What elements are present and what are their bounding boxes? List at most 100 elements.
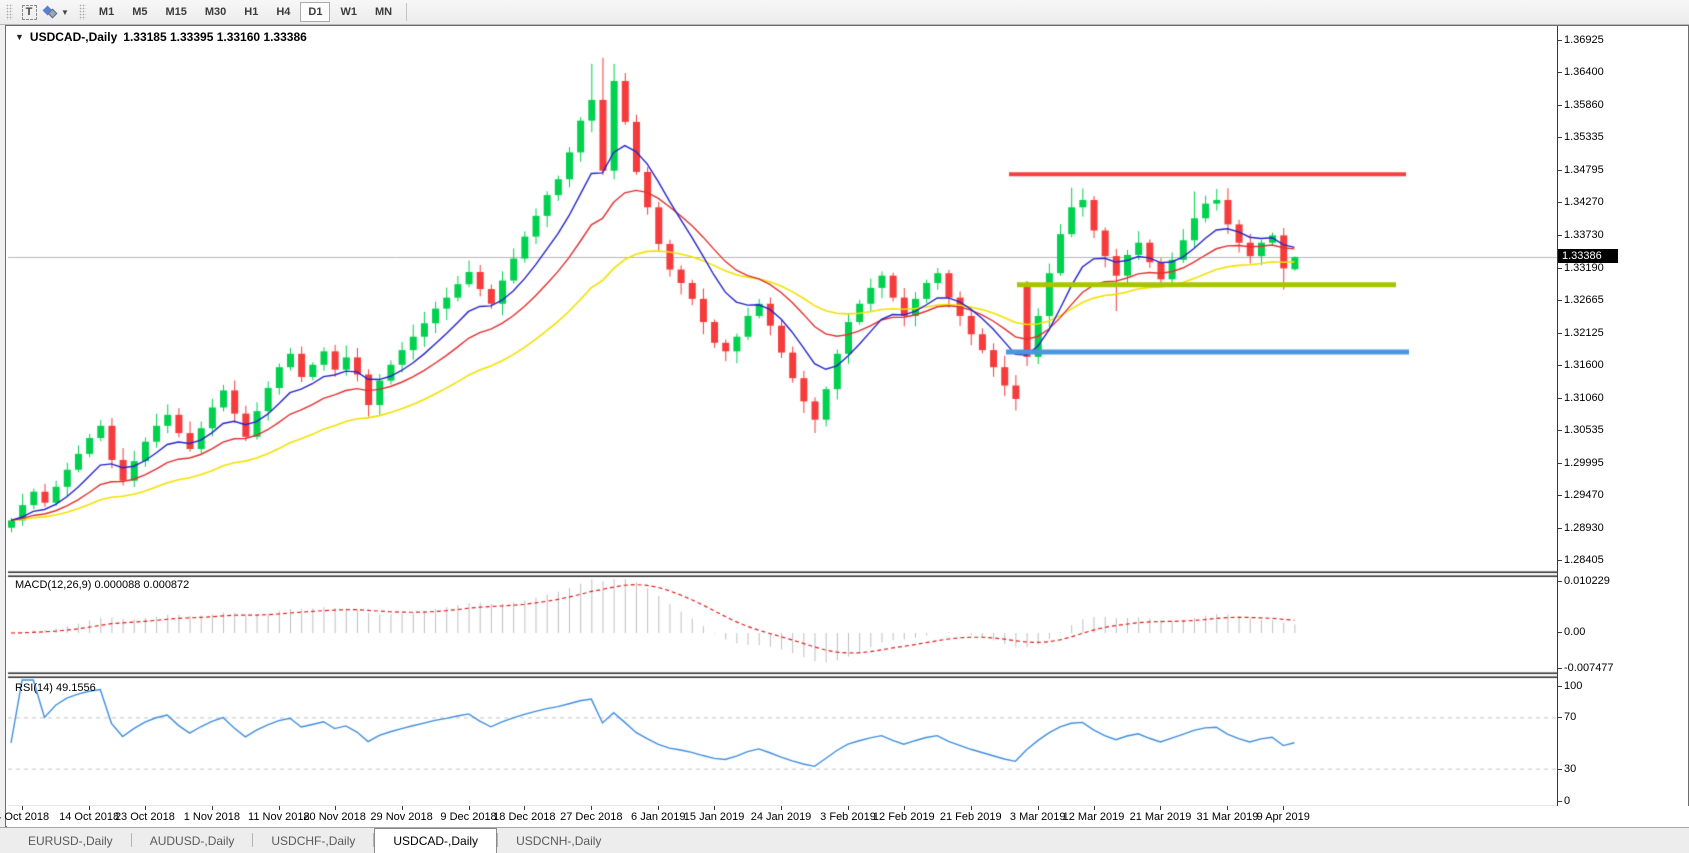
arrange-windows-button[interactable]: ▼	[42, 2, 70, 22]
timeframe-button-m1[interactable]: M1	[98, 6, 115, 18]
date-axis-label: 12 Mar 2019	[1062, 811, 1125, 823]
price-axis-tick	[1557, 462, 1562, 464]
indicator-axis-tick	[1557, 769, 1562, 770]
date-axis-label: 24 Jan 2019	[750, 811, 812, 823]
date-axis-label: 29 Nov 2018	[370, 811, 433, 823]
price-axis-tick	[1557, 104, 1562, 106]
date-axis-tick	[1037, 806, 1039, 810]
indicator-axis-label: -0.007477	[1564, 662, 1614, 674]
date-axis-label: 21 Feb 2019	[939, 811, 1002, 823]
date-axis-label: 18 Dec 2018	[493, 811, 556, 823]
date-axis-tick	[848, 806, 849, 810]
date-axis-label: 15 Jan 2019	[683, 811, 745, 823]
price-chart-canvas[interactable]	[7, 27, 1557, 807]
timeframe-button-h4[interactable]: H4	[276, 6, 291, 18]
price-axis-tick	[1557, 234, 1562, 236]
date-axis-tick	[334, 806, 336, 810]
chart-tab-usdcad[interactable]: USDCAD-,Daily	[374, 828, 498, 853]
timeframe-button-d1[interactable]: D1	[300, 2, 331, 22]
current-price-badge: 1.33386	[1558, 248, 1618, 263]
date-axis-tick	[22, 806, 24, 810]
toolbar: T ▼ M1 M5 M15 M30 H1 H4 D1 W1 MN	[0, 0, 1689, 25]
timeframe-button-mn[interactable]: MN	[374, 6, 393, 18]
price-axis-label: 1.31600	[1564, 358, 1604, 371]
price-axis-tick	[1557, 137, 1562, 139]
price-axis-tick	[1557, 267, 1562, 269]
date-axis[interactable]: 4 Oct 2018 14 Oct 2018 23 Oct 2018 1 Nov 20…	[0, 806, 1689, 827]
price-axis-label: 1.29470	[1564, 488, 1604, 501]
price-axis-label: 1.36400	[1564, 66, 1604, 79]
price-axis-tick	[1557, 559, 1562, 561]
date-axis-label: 12 Feb 2019	[872, 811, 935, 823]
price-axis-label: 1.28405	[1564, 553, 1604, 566]
chevron-down-icon: ▼	[61, 7, 69, 17]
indicator-axis-tick	[1557, 632, 1562, 633]
date-axis-label: 4 Oct 2018	[0, 811, 50, 823]
price-axis-label: 1.32125	[1564, 326, 1604, 339]
one-click-collapse-icon[interactable]: ▼	[15, 32, 24, 42]
price-axis-label: 1.33730	[1564, 228, 1604, 241]
date-axis-label: 31 Mar 2019	[1196, 811, 1259, 823]
toolbar-grip[interactable]	[6, 4, 13, 20]
date-axis-label: 23 Oct 2018	[114, 811, 175, 823]
date-axis-tick	[401, 806, 403, 810]
timeframe-button-w1[interactable]: W1	[340, 6, 357, 18]
tab-separator	[252, 833, 254, 847]
text-tool-button[interactable]: T	[18, 2, 40, 22]
date-axis-tick	[903, 806, 905, 810]
date-axis-tick	[278, 806, 280, 810]
price-axis-label: 1.36925	[1564, 34, 1604, 46]
timeframe-button-h1[interactable]: H1	[244, 6, 259, 18]
indicator-axis-label: 70	[1564, 711, 1577, 723]
price-axis-label: 1.33190	[1564, 261, 1604, 274]
price-axis-tick	[1557, 364, 1562, 366]
macd-label: MACD(12,26,9) 0.000088 0.000872	[15, 579, 190, 591]
timeframe-button-m15[interactable]: M15	[165, 6, 187, 18]
date-axis-tick	[1093, 806, 1095, 810]
timeframe-button-m5[interactable]: M5	[132, 6, 148, 18]
indicator-axis-tick	[1557, 801, 1562, 802]
price-axis-label: 1.31060	[1564, 391, 1604, 404]
chart-tab-usdcnh[interactable]: USDCNH-,Daily	[516, 834, 602, 848]
toolbar-separator	[406, 3, 408, 21]
chart-tab-audusd[interactable]: AUDUSD-,Daily	[149, 834, 235, 848]
date-axis-label: 20 Nov 2018	[303, 811, 366, 823]
date-axis-label: 9 Dec 2018	[440, 811, 497, 823]
date-axis-tick	[1283, 806, 1285, 810]
date-axis-tick	[781, 806, 783, 810]
date-axis-label: 14 Oct 2018	[59, 811, 120, 823]
price-axis-label: 1.30535	[1564, 423, 1604, 436]
price-axis-tick	[1557, 494, 1562, 496]
rsi-label: RSI(14) 49.1556	[15, 682, 96, 694]
price-axis-tick	[1557, 72, 1562, 74]
indicator-axis-tick	[1557, 717, 1562, 718]
price-axis-tick	[1557, 169, 1562, 171]
date-axis-tick	[524, 806, 526, 810]
symbol-label: USDCAD-,Daily	[29, 30, 118, 44]
indicator-axis-tick	[1557, 581, 1562, 582]
indicator-axis-tick	[1557, 668, 1562, 669]
price-axis-label: 1.35860	[1564, 98, 1604, 111]
indicator-axis-label: 0.010229	[1564, 575, 1610, 587]
chart-window: ▼ USDCAD-,Daily 1.33185 1.33395 1.33160 …	[0, 25, 1689, 827]
date-axis-label: 6 Jan 2019	[631, 811, 686, 823]
price-axis-label: 1.32665	[1564, 293, 1604, 306]
chart-tab-usdchf[interactable]: USDCHF-,Daily	[271, 834, 356, 848]
indicator-axis-tick	[1557, 686, 1562, 687]
chart-tab-eurusd[interactable]: EURUSD-,Daily	[28, 834, 113, 848]
date-axis-tick	[144, 806, 146, 810]
cascade-windows-icon	[42, 5, 59, 19]
timeframe-button-m30[interactable]: M30	[204, 6, 227, 18]
toolbar-grip-2[interactable]	[78, 4, 86, 20]
date-axis-tick	[1160, 806, 1162, 810]
indicator-axis-label: 0.00	[1564, 626, 1586, 638]
price-axis-label: 1.35335	[1564, 131, 1604, 144]
tab-separator	[497, 833, 499, 847]
price-axis-border	[1557, 26, 1558, 806]
tab-separator	[373, 833, 375, 847]
date-axis-tick	[714, 806, 716, 810]
date-axis-label: 27 Dec 2018	[560, 811, 623, 823]
date-axis-tick	[591, 806, 593, 810]
tab-separator	[130, 833, 132, 847]
price-axis-label: 1.34795	[1564, 163, 1604, 176]
